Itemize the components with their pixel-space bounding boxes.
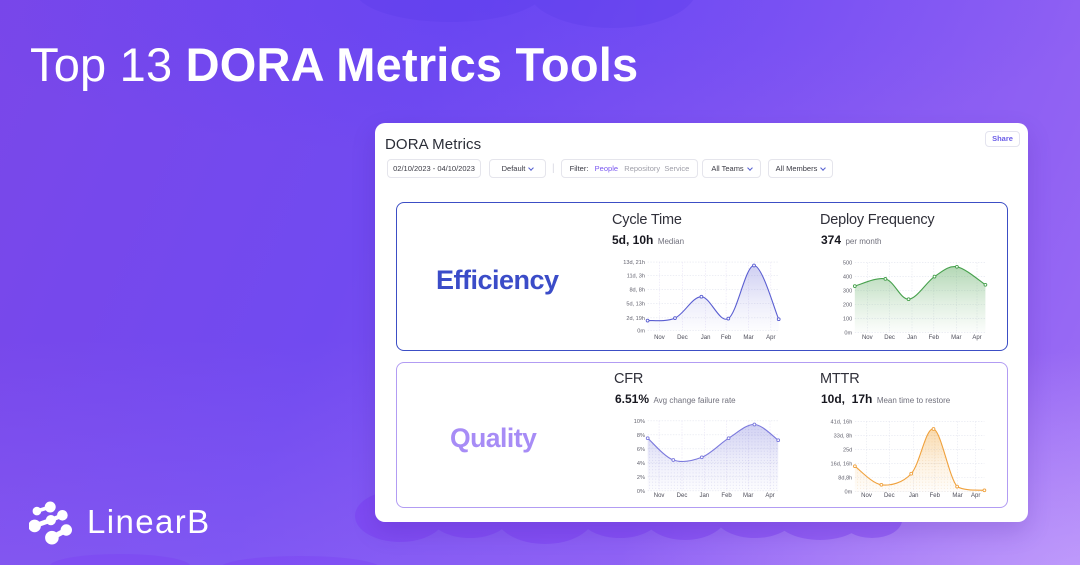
svg-text:0%: 0% [637,489,645,495]
svg-text:Nov: Nov [654,493,665,499]
svg-text:Apr: Apr [972,335,981,341]
svg-text:Feb: Feb [721,335,732,341]
svg-text:200: 200 [843,303,852,309]
svg-text:8d,8h: 8d,8h [838,476,852,482]
svg-text:Jan: Jan [701,335,711,341]
svg-text:Nov: Nov [861,493,872,499]
svg-text:41d, 16h: 41d, 16h [831,419,853,425]
svg-text:Apr: Apr [766,335,775,341]
svg-text:Feb: Feb [929,335,940,341]
svg-text:Dec: Dec [677,335,688,341]
svg-text:Feb: Feb [930,493,941,499]
svg-text:6%: 6% [637,447,645,453]
svg-text:5d, 13h: 5d, 13h [626,301,645,307]
svg-text:Feb: Feb [721,493,732,499]
svg-text:Dec: Dec [884,493,895,499]
svg-text:Dec: Dec [884,335,895,341]
svg-text:2d, 19h: 2d, 19h [626,316,645,322]
svg-text:500: 500 [843,261,852,267]
svg-text:400: 400 [843,275,852,281]
svg-text:10%: 10% [634,419,645,425]
svg-text:Jan: Jan [699,493,709,499]
svg-text:Apr: Apr [971,493,980,499]
svg-text:25d: 25d [843,447,852,453]
svg-text:Dec: Dec [677,493,688,499]
svg-text:8%: 8% [637,433,645,439]
svg-text:0m: 0m [844,330,852,336]
svg-text:Apr: Apr [765,493,774,499]
svg-text:Mar: Mar [952,493,962,499]
svg-text:33d, 8h: 33d, 8h [834,433,853,439]
svg-text:Jan: Jan [909,493,919,499]
svg-text:4%: 4% [637,461,645,467]
svg-text:Mar: Mar [743,493,753,499]
svg-text:0m: 0m [845,490,853,496]
svg-text:Mar: Mar [951,335,961,341]
svg-text:2%: 2% [637,475,645,481]
svg-text:Nov: Nov [654,335,665,341]
svg-text:300: 300 [843,289,852,295]
svg-text:8d, 8h: 8d, 8h [629,287,645,293]
svg-text:100: 100 [843,316,852,322]
svg-text:0m: 0m [637,328,645,334]
svg-text:Mar: Mar [743,335,753,341]
svg-text:13d, 21h: 13d, 21h [623,260,645,266]
svg-text:Jan: Jan [907,335,917,341]
svg-text:Nov: Nov [862,335,873,341]
svg-text:16d, 16h: 16d, 16h [831,461,853,467]
svg-text:11d, 3h: 11d, 3h [627,274,645,280]
